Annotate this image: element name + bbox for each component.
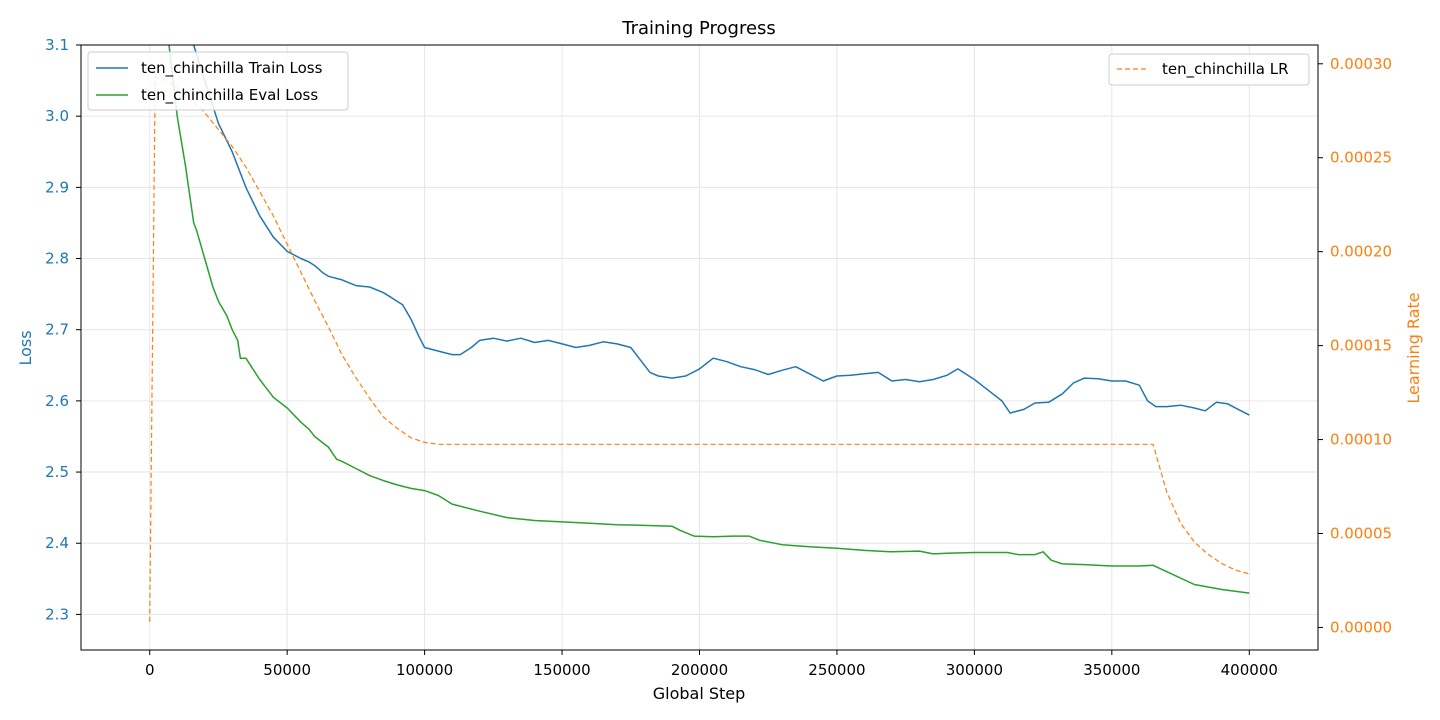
x-tick-label: 50000 <box>263 661 311 679</box>
grid-layer <box>81 44 1318 650</box>
y-right-axis-title: Learning Rate <box>1404 292 1423 403</box>
y-left-tick-label: 2.4 <box>45 534 69 552</box>
y-left-tick-label: 2.9 <box>45 178 69 196</box>
eval-loss-line <box>168 45 1250 594</box>
legend-label-eval: ten_chinchilla Eval Loss <box>141 86 318 105</box>
y-left-tick-label: 2.5 <box>45 463 69 481</box>
y-left-tick-label: 2.8 <box>45 250 69 268</box>
series-layer <box>149 45 1250 622</box>
y-left-axis-title: Loss <box>16 330 35 365</box>
y-left-tick-label: 3.1 <box>45 36 69 54</box>
legend-label-train: ten_chinchilla Train Loss <box>141 59 323 78</box>
y-left-tick-label: 2.7 <box>45 321 69 339</box>
x-tick-label: 200000 <box>671 661 728 679</box>
y-left-tick-label: 3.0 <box>45 107 69 125</box>
x-tick-label: 150000 <box>533 661 590 679</box>
y-left-tick-label: 2.6 <box>45 392 69 410</box>
train-loss-line <box>192 45 1250 416</box>
legend-label-lr: ten_chinchilla LR <box>1162 60 1289 79</box>
learning-rate-line <box>149 76 1250 622</box>
x-tick-label: 0 <box>145 661 155 679</box>
x-tick-label: 300000 <box>946 661 1003 679</box>
chart-title: Training Progress <box>621 18 776 39</box>
legend-right-box <box>1108 53 1310 86</box>
y-right-tick-label: 0.00000 <box>1330 618 1392 636</box>
legend-left: ten_chinchilla Train Loss ten_chinchilla… <box>87 51 349 111</box>
y-right-tick-label: 0.00025 <box>1330 149 1392 167</box>
legend-right: ten_chinchilla LR <box>1108 53 1310 86</box>
y-right-tick-label: 0.00015 <box>1330 337 1392 355</box>
x-tick-label: 100000 <box>396 661 453 679</box>
legend-left-box <box>87 51 349 111</box>
y-right-tick-label: 0.00005 <box>1330 525 1392 543</box>
y-left-tick-label: 2.3 <box>45 605 69 623</box>
x-tick-label: 400000 <box>1221 661 1278 679</box>
y-right-tick-label: 0.00030 <box>1330 55 1392 73</box>
axis-layer: 0 50000 100000 150000 200000 250000 300000 3500… <box>45 36 1392 679</box>
x-axis-title: Global Step <box>653 684 746 703</box>
y-right-tick-label: 0.00010 <box>1330 431 1392 449</box>
x-tick-label: 250000 <box>808 661 865 679</box>
y-right-tick-label: 0.00020 <box>1330 243 1392 261</box>
x-tick-label: 350000 <box>1083 661 1140 679</box>
